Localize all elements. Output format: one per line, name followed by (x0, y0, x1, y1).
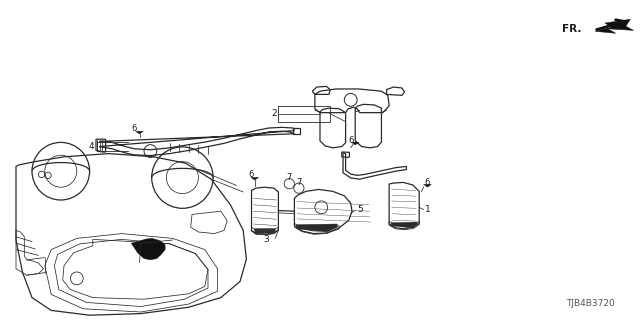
Polygon shape (296, 224, 337, 232)
Text: 3: 3 (264, 235, 269, 244)
Polygon shape (136, 131, 143, 134)
Polygon shape (251, 177, 259, 180)
Polygon shape (255, 228, 275, 234)
Polygon shape (595, 19, 634, 33)
Polygon shape (351, 142, 359, 145)
Text: 6: 6 (425, 178, 430, 187)
Text: 7: 7 (296, 178, 301, 187)
Polygon shape (424, 184, 431, 187)
Polygon shape (391, 222, 417, 228)
Text: 6: 6 (249, 170, 254, 179)
Text: 4: 4 (89, 142, 94, 151)
Text: 2: 2 (271, 109, 276, 118)
Text: TJB4B3720: TJB4B3720 (566, 300, 614, 308)
Text: 7: 7 (287, 173, 292, 182)
Text: 6: 6 (348, 136, 353, 145)
Polygon shape (131, 238, 165, 260)
Text: 5: 5 (357, 205, 362, 214)
Text: FR.: FR. (562, 24, 581, 34)
Text: 1: 1 (425, 205, 430, 214)
Text: 6: 6 (132, 124, 137, 133)
